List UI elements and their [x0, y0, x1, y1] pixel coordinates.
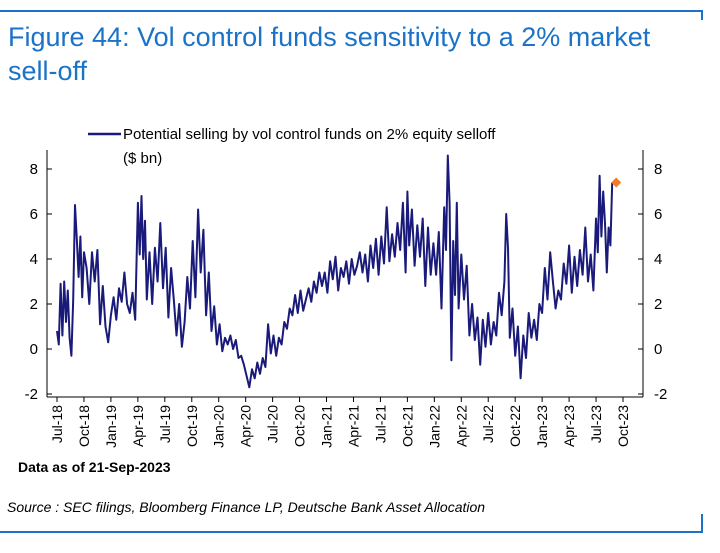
x-tick-label: Oct-21	[399, 405, 415, 447]
figure-title: Figure 44: Vol control funds sensitivity…	[8, 22, 651, 86]
x-tick-label: Oct-22	[507, 405, 523, 447]
x-tick-label: Jul-23	[588, 405, 604, 443]
x-tick-label: Jan-21	[319, 405, 335, 448]
y-tick-label-left: 6	[30, 206, 38, 223]
y-axis-right-labels: 8 6 4 2 0 -2	[654, 161, 667, 403]
y-tick-label-right: 0	[654, 341, 662, 358]
x-tick-label: Jul-19	[157, 405, 173, 443]
x-tick-label: Oct-19	[184, 405, 200, 447]
x-tick-label: Jul-22	[480, 405, 496, 443]
legend: Potential selling by vol control funds o…	[88, 126, 496, 167]
y-tick-label-left: 8	[30, 161, 38, 178]
axes	[46, 150, 644, 402]
x-tick-label: Oct-18	[76, 405, 92, 447]
x-tick-label: Apr-20	[238, 405, 254, 447]
y-tick-label-left: -2	[25, 386, 38, 403]
y-tick-label-right: 6	[654, 206, 662, 223]
x-tick-label: Jan-22	[426, 405, 442, 448]
y-tick-label-left: 4	[30, 251, 38, 268]
x-tick-label: Apr-22	[453, 405, 469, 447]
x-tick-label: Apr-21	[345, 405, 361, 447]
x-tick-label: Jul-18	[49, 405, 65, 443]
x-tick-label: Apr-19	[130, 405, 146, 447]
x-tick-label: Apr-23	[561, 405, 577, 447]
series-line	[56, 154, 614, 389]
legend-label: Potential selling by vol control funds o…	[123, 126, 496, 143]
latest-value-marker	[611, 177, 622, 188]
y-tick-label-left: 0	[30, 341, 38, 358]
x-tick-label: Jul-21	[372, 405, 388, 443]
x-tick-label: Jul-20	[265, 405, 281, 443]
y-axis-left-labels: 8 6 4 2 0 -2	[25, 161, 38, 403]
y-tick-label-right: -2	[654, 386, 667, 403]
legend-unit: ($ bn)	[123, 150, 162, 167]
y-tick-label-right: 8	[654, 161, 662, 178]
frame-bottom-border	[0, 531, 703, 533]
x-axis-labels: Jul-18 Oct-18 Jan-19 Apr-19 Jul-19 Oct-19 Jan-…	[49, 405, 631, 448]
y-tick-label-left: 2	[30, 296, 38, 313]
data-as-of-note: Data as of 21-Sep-2023	[18, 459, 171, 475]
series-layer	[56, 154, 622, 389]
frame-bottom-right-border	[701, 514, 703, 533]
x-tick-label: Oct-23	[615, 405, 631, 447]
source-note: Source : SEC filings, Bloomberg Finance …	[7, 499, 486, 515]
line-chart: Potential selling by vol control funds o…	[18, 126, 667, 475]
x-tick-label: Jan-19	[103, 405, 119, 448]
x-tick-label: Jan-23	[534, 405, 550, 448]
x-tick-label: Jan-20	[211, 405, 227, 448]
x-tick-label: Oct-20	[292, 405, 308, 447]
frame-top-border	[0, 10, 703, 12]
y-tick-label-right: 2	[654, 296, 662, 313]
frame-top-right-border	[701, 10, 703, 20]
y-tick-label-right: 4	[654, 251, 662, 268]
